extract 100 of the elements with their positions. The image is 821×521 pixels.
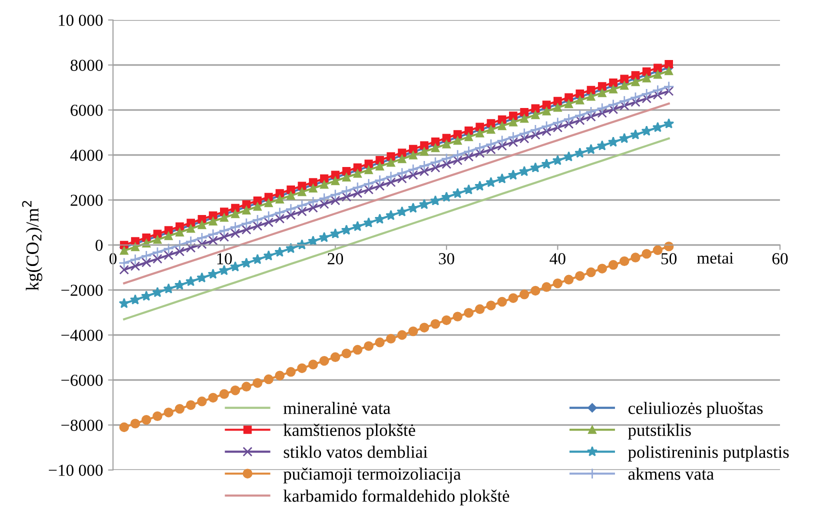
point <box>496 173 508 184</box>
point <box>396 206 408 216</box>
point <box>186 400 196 410</box>
point <box>654 70 662 79</box>
x-tick-label: 20 <box>328 253 344 264</box>
y-tick-label: 6000 <box>70 104 103 116</box>
point <box>142 239 151 248</box>
point <box>464 152 474 162</box>
point <box>508 170 519 180</box>
x-axis-title: metai <box>697 252 734 264</box>
point <box>196 232 208 244</box>
point <box>420 141 428 150</box>
point <box>118 257 130 269</box>
point <box>652 84 664 96</box>
point <box>420 147 428 156</box>
point <box>630 252 640 262</box>
point <box>352 220 363 232</box>
point <box>419 166 430 176</box>
point <box>586 267 596 278</box>
point <box>542 126 552 136</box>
point <box>540 120 552 132</box>
point <box>554 103 562 112</box>
point <box>364 184 374 194</box>
point <box>363 178 374 190</box>
point <box>620 81 629 90</box>
point <box>497 140 507 151</box>
point <box>141 415 152 425</box>
point <box>276 195 284 204</box>
point <box>630 92 642 103</box>
point <box>396 167 408 179</box>
point <box>141 258 152 268</box>
point <box>442 159 452 169</box>
point <box>418 198 430 210</box>
point <box>442 315 452 326</box>
point <box>130 254 141 265</box>
point <box>531 104 540 113</box>
point <box>197 396 207 406</box>
point <box>220 208 228 216</box>
point <box>230 228 240 238</box>
point <box>619 132 630 144</box>
y-tick-label: 8000 <box>70 60 103 71</box>
point <box>353 169 362 178</box>
y-axis-title: kg(CO$_{2}$)/m$^{2}$ <box>22 200 42 291</box>
point <box>463 184 474 194</box>
legend-label: karbamido formaldehido plokštė <box>283 489 510 506</box>
point <box>230 221 241 233</box>
point <box>620 100 630 111</box>
point <box>252 254 263 264</box>
point <box>598 88 606 98</box>
point <box>296 200 308 211</box>
point <box>364 341 374 351</box>
point <box>185 236 196 247</box>
point <box>586 144 596 154</box>
point <box>320 180 328 189</box>
point <box>242 382 252 392</box>
point <box>298 188 306 196</box>
point <box>519 290 530 300</box>
point <box>652 245 663 255</box>
point <box>252 214 264 226</box>
point <box>242 206 251 214</box>
point <box>286 191 296 200</box>
point <box>486 144 496 154</box>
point <box>364 166 373 174</box>
point <box>231 210 240 218</box>
point <box>608 136 619 147</box>
point <box>131 237 140 246</box>
point <box>374 174 386 186</box>
point <box>176 228 184 236</box>
point <box>264 218 274 228</box>
point <box>164 226 173 234</box>
point <box>564 100 573 108</box>
point <box>664 60 673 68</box>
y-tick-label: 0 <box>96 240 103 251</box>
point <box>385 171 396 182</box>
point <box>541 158 552 169</box>
point <box>597 264 607 274</box>
point <box>152 246 164 258</box>
point <box>142 233 151 242</box>
point <box>408 326 418 336</box>
point <box>241 258 252 268</box>
point <box>308 360 318 370</box>
point <box>130 294 141 304</box>
point <box>176 222 184 231</box>
point <box>408 164 419 175</box>
point <box>642 248 652 259</box>
point <box>552 278 563 288</box>
point <box>352 188 362 198</box>
point <box>376 156 384 164</box>
legend-label: putstiklis <box>628 424 691 440</box>
point <box>408 202 418 213</box>
legend-label: kamštienos plokštė <box>283 424 416 440</box>
point <box>652 90 663 100</box>
point <box>464 132 473 142</box>
point <box>641 126 652 136</box>
point <box>496 135 508 146</box>
point <box>130 261 140 271</box>
point <box>330 352 340 362</box>
point <box>596 140 608 150</box>
point <box>498 115 506 124</box>
y-tick-label: −6000 <box>61 374 103 386</box>
